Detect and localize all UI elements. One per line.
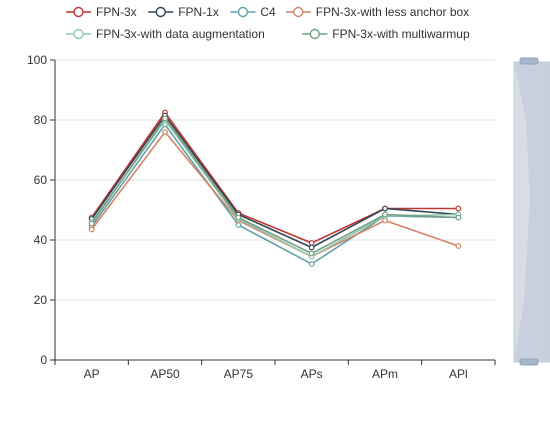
legend-label: FPN-3x-with multiwarmup	[332, 27, 470, 41]
data-point[interactable]	[308, 244, 315, 251]
x-tick-label: AP75	[224, 367, 254, 381]
y-tick-label: 0	[40, 353, 47, 367]
legend-label: FPN-3x	[96, 5, 137, 19]
series-1	[88, 112, 462, 251]
legend-swatch-marker	[293, 6, 304, 18]
y-tick-label: 20	[34, 293, 48, 307]
y-tick-label: 40	[34, 233, 48, 247]
legend-item[interactable]: FPN-3x-with less anchor box	[285, 5, 469, 19]
legend-swatch-marker	[155, 6, 166, 18]
data-point[interactable]	[308, 261, 315, 267]
data-point[interactable]	[235, 214, 242, 221]
legend-item[interactable]: C4	[230, 5, 276, 19]
y-tick-label: 100	[27, 53, 47, 67]
data-point[interactable]	[455, 243, 462, 249]
x-tick-label: APl	[449, 367, 468, 381]
data-point[interactable]	[455, 205, 462, 212]
data-zoom-shadow	[514, 62, 550, 362]
legend-label: FPN-1x	[178, 5, 219, 19]
data-point[interactable]	[162, 115, 168, 122]
data-zoom-handle-top[interactable]	[519, 57, 539, 65]
legend: FPN-3x FPN-1x C4 FPN-3x-with less anchor bo…	[66, 5, 470, 41]
series-line	[91, 114, 459, 249]
series-lines	[88, 109, 462, 267]
gridlines	[55, 59, 495, 301]
x-tick-label: APm	[372, 367, 398, 381]
data-zoom-handle-bottom[interactable]	[519, 358, 539, 366]
data-point[interactable]	[88, 220, 95, 227]
y-tick-label: 80	[34, 113, 48, 127]
legend-item[interactable]: FPN-1x	[148, 5, 219, 19]
series-0	[88, 109, 462, 246]
legend-label: FPN-3x-with less anchor box	[316, 5, 469, 19]
data-point[interactable]	[382, 205, 388, 212]
data-point[interactable]	[162, 129, 168, 135]
data-point[interactable]	[382, 211, 388, 218]
data-point[interactable]	[308, 250, 315, 257]
legend-swatch-marker	[73, 28, 84, 40]
legend-item[interactable]: FPN-3x-with data augmentation	[66, 27, 265, 41]
data-point[interactable]	[88, 226, 95, 233]
x-tick-label: AP50	[150, 367, 180, 381]
legend-label: FPN-3x-with data augmentation	[96, 27, 265, 41]
series-5	[88, 115, 462, 257]
legend-swatch-marker	[237, 6, 249, 18]
legend-item[interactable]: FPN-3x	[66, 5, 137, 19]
legend-swatch-marker	[309, 28, 320, 40]
data-zoom-slider[interactable]	[513, 57, 550, 366]
y-tick-label: 60	[34, 173, 48, 187]
legend-swatch-marker	[73, 6, 84, 18]
data-point[interactable]	[455, 214, 462, 221]
legend-item[interactable]: FPN-3x-with multiwarmup	[302, 27, 470, 41]
axes: 0 20 40 60 80 100 AP AP50 AP75 APs APm APl	[27, 53, 496, 381]
x-tick-label: AP	[84, 367, 100, 381]
series-line	[91, 117, 459, 255]
series-line	[91, 111, 459, 244]
x-tick-label: APs	[301, 367, 323, 381]
series-4	[88, 117, 462, 260]
legend-label: C4	[260, 5, 276, 19]
